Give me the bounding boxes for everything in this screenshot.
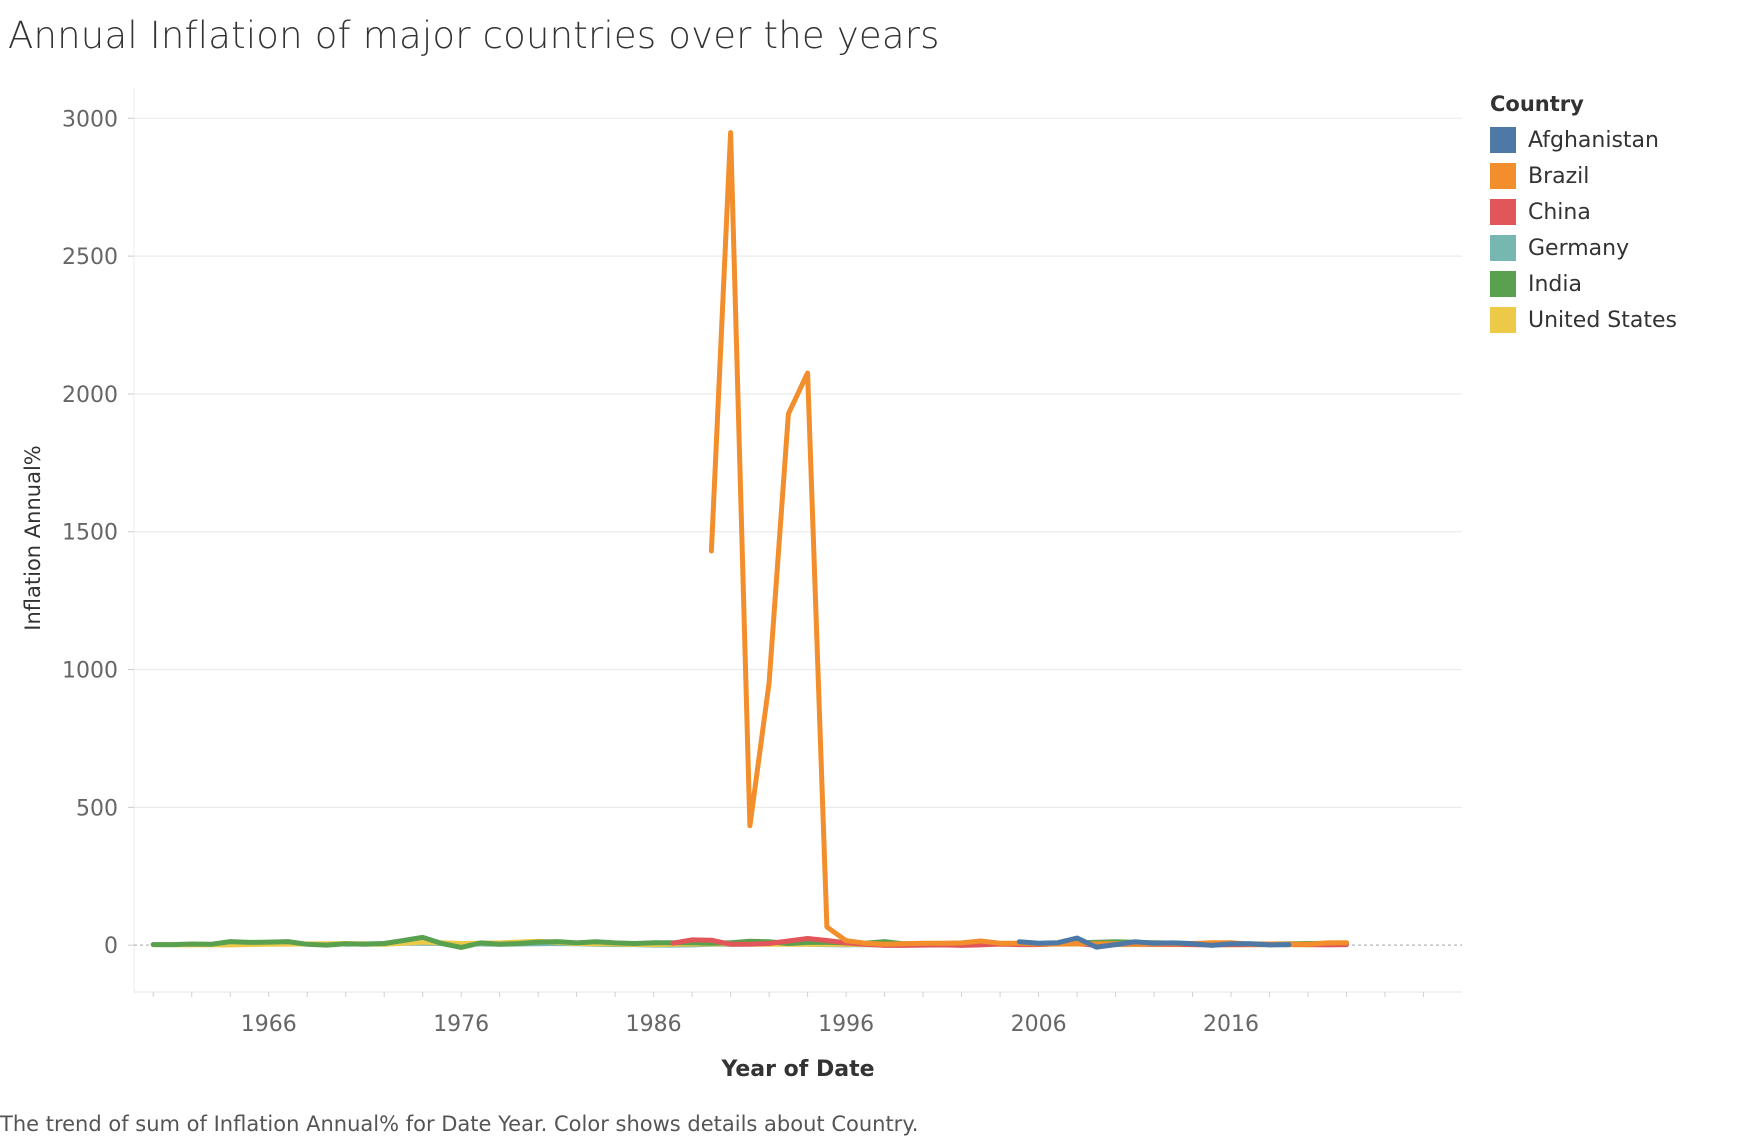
legend-label: Germany [1528, 235, 1630, 261]
x-axis-ticks: 1966 1976 1986 1996 2006 2016 [152, 992, 1425, 1037]
legend-swatch-brazil [1490, 163, 1516, 189]
x-tick-label: 2006 [1011, 1012, 1067, 1037]
x-tick-label: 1966 [241, 1012, 297, 1037]
legend-label: Brazil [1528, 163, 1590, 189]
chart-title: Annual Inflation of major countries over… [8, 14, 940, 57]
legend-swatch-afghanistan [1490, 127, 1516, 153]
legend-label: Afghanistan [1528, 127, 1659, 153]
legend-item-united-states[interactable]: United States [1490, 302, 1677, 338]
grid [134, 117, 1462, 946]
y-axis-label: Inflation Annual% [21, 445, 45, 630]
legend-title: Country [1490, 92, 1584, 116]
y-tick-label: 1500 [62, 521, 118, 546]
y-tick-label: 2500 [62, 245, 118, 270]
series-line-afghanistan[interactable] [1016, 935, 1292, 950]
line-chart: 0 500 1000 1500 2000 2500 3000 1966 1976 1986 199… [21, 88, 1462, 1082]
series-lines [150, 130, 1349, 950]
x-axis-label: Year of Date [720, 1057, 874, 1082]
series-line-brazil[interactable] [708, 130, 1349, 947]
legend-item-china[interactable]: China [1490, 194, 1677, 230]
y-tick-label: 500 [76, 796, 118, 821]
legend-label: United States [1528, 307, 1677, 333]
legend-item-afghanistan[interactable]: Afghanistan [1490, 122, 1677, 158]
legend-item-india[interactable]: India [1490, 266, 1677, 302]
legend-swatch-china [1490, 199, 1516, 225]
x-tick-label: 1996 [818, 1012, 874, 1037]
y-tick-label: 1000 [62, 659, 118, 684]
legend-item-brazil[interactable]: Brazil [1490, 158, 1677, 194]
legend-item-germany[interactable]: Germany [1490, 230, 1677, 266]
legend-label: India [1528, 271, 1582, 297]
x-tick-label: 2016 [1203, 1012, 1259, 1037]
y-tick-label: 0 [104, 934, 118, 959]
x-tick-label: 1986 [626, 1012, 682, 1037]
y-axis-ticks: 0 500 1000 1500 2000 2500 3000 [62, 107, 134, 959]
y-tick-label: 2000 [62, 383, 118, 408]
chart-caption: The trend of sum of Inflation Annual% fo… [0, 1112, 919, 1136]
legend-swatch-india [1490, 271, 1516, 297]
x-tick-label: 1976 [433, 1012, 489, 1037]
legend-swatch-united-states [1490, 307, 1516, 333]
legend-swatch-germany [1490, 235, 1516, 261]
legend-label: China [1528, 199, 1591, 225]
legend: Country Afghanistan Brazil China Germany… [1490, 92, 1677, 338]
y-tick-label: 3000 [62, 107, 118, 132]
